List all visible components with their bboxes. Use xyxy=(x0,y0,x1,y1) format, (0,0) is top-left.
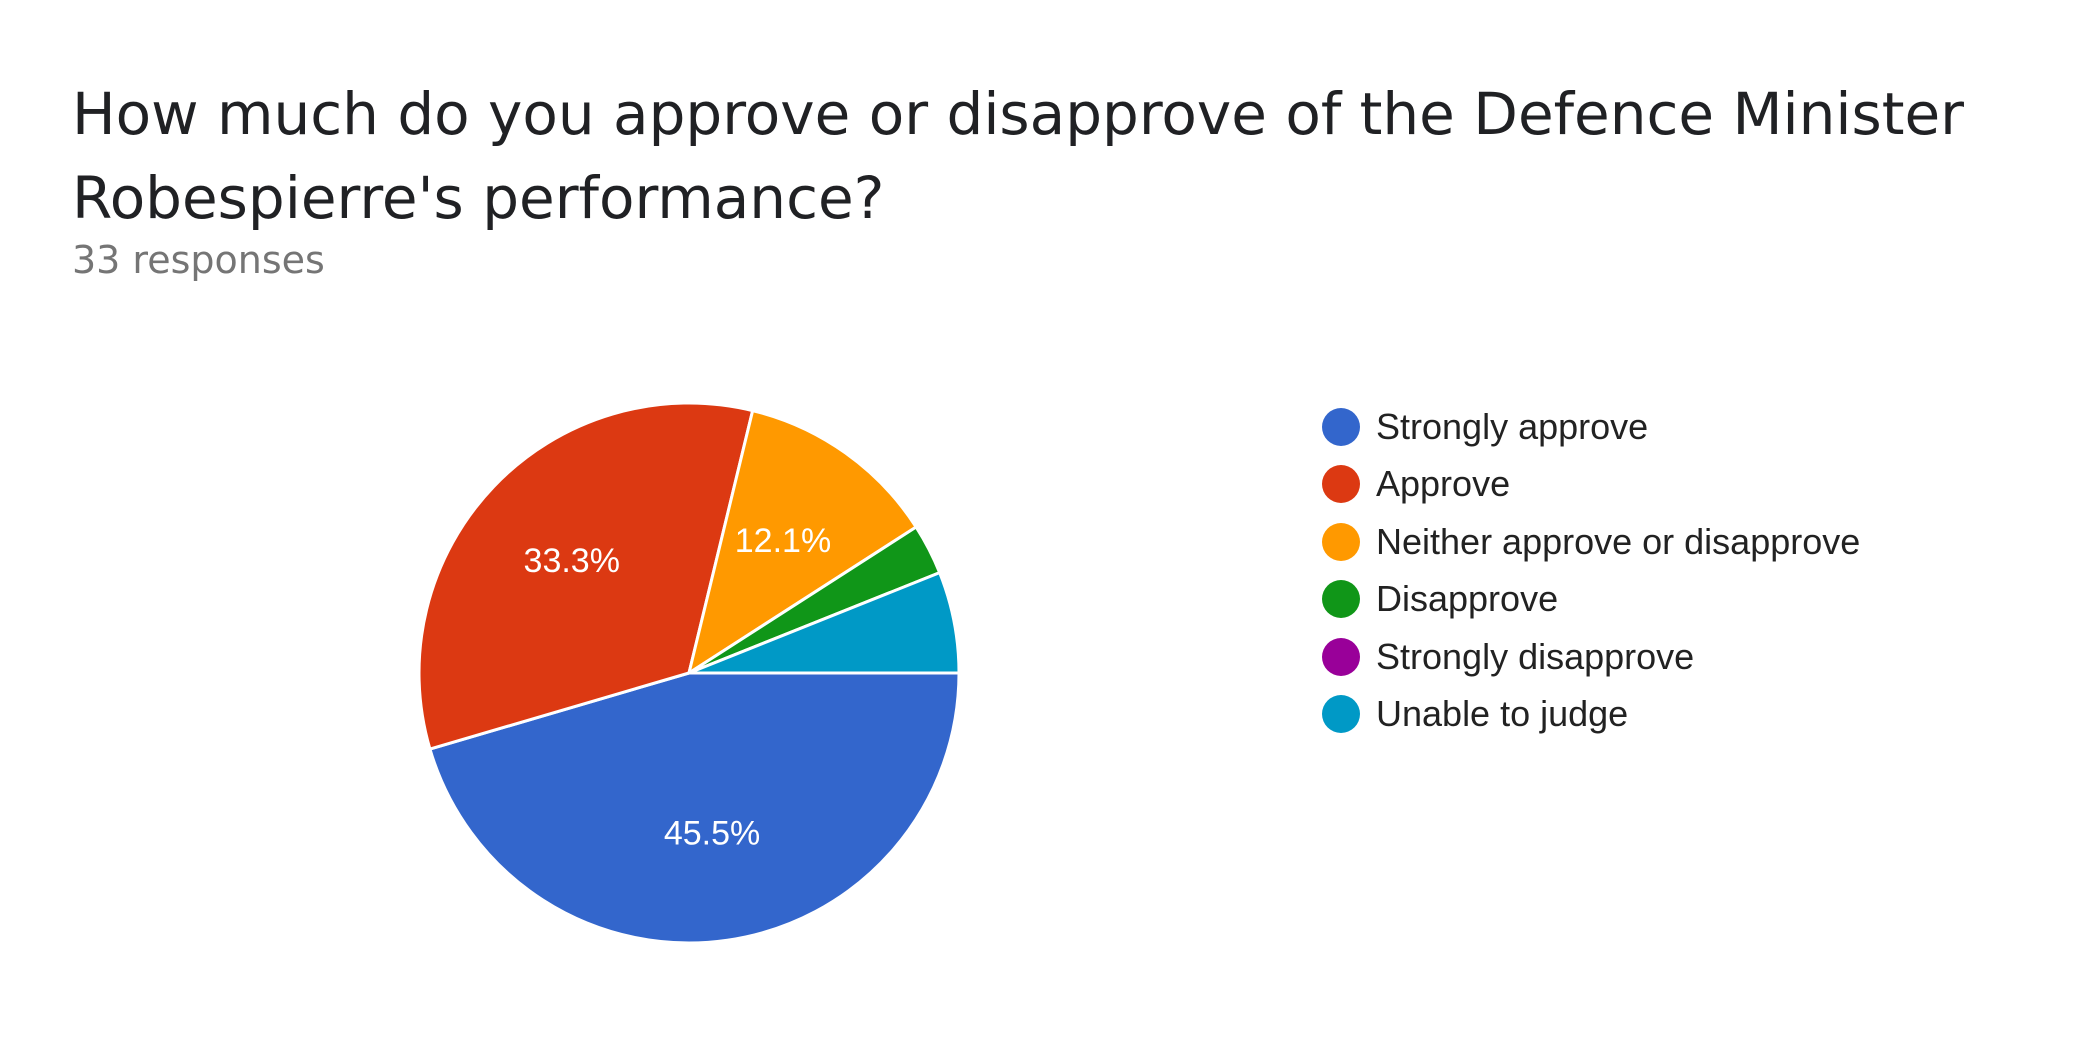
legend-swatch xyxy=(1322,580,1360,619)
pie-slice-approve[interactable] xyxy=(417,401,755,751)
chart-title: How much do you approve or disapprove of… xyxy=(72,80,1965,232)
slice-percent-label: 45.5% xyxy=(664,814,760,852)
legend-label: Unable to judge xyxy=(1376,693,1629,735)
legend-label: Disapprove xyxy=(1376,578,1559,620)
legend-swatch xyxy=(1322,695,1360,734)
legend: Strongly approve Approve Neither approve… xyxy=(1322,398,1860,743)
legend-swatch xyxy=(1322,465,1360,504)
legend-label: Neither approve or disapprove xyxy=(1376,520,1861,562)
pie-slice-unable-to-judge[interactable] xyxy=(687,571,961,675)
legend-item-disapprove[interactable]: Disapprove xyxy=(1322,571,1860,629)
pie-slice-neither-approve-or-disapprove[interactable] xyxy=(687,409,918,675)
legend-label: Approve xyxy=(1376,463,1511,505)
legend-label: Strongly approve xyxy=(1376,405,1649,447)
response-count: 33 responses xyxy=(72,238,325,282)
legend-swatch xyxy=(1322,407,1360,446)
pie-slice-labels: 45.5% 33.3% 12.1% xyxy=(524,522,832,852)
legend-label: Strongly disapprove xyxy=(1376,635,1695,677)
legend-item-unable-to-judge[interactable]: Unable to judge xyxy=(1322,686,1860,744)
slice-percent-label: 33.3% xyxy=(524,542,620,580)
pie-slice-strongly-approve[interactable] xyxy=(428,671,961,945)
legend-swatch xyxy=(1322,637,1360,676)
legend-item-strongly-disapprove[interactable]: Strongly disapprove xyxy=(1322,628,1860,686)
pie-slices xyxy=(417,401,961,945)
slice-percent-label: 12.1% xyxy=(735,522,831,560)
legend-item-neither[interactable]: Neither approve or disapprove xyxy=(1322,513,1860,571)
legend-item-strongly-approve[interactable]: Strongly approve xyxy=(1322,398,1860,456)
legend-swatch xyxy=(1322,522,1360,561)
legend-item-approve[interactable]: Approve xyxy=(1322,456,1860,514)
